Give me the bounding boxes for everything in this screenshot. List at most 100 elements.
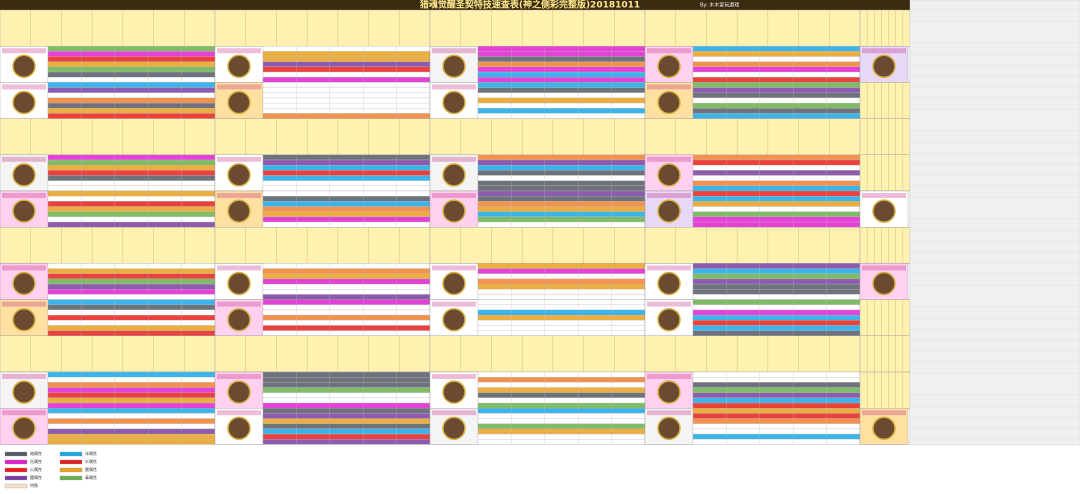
skill-row	[47, 108, 216, 114]
skill-row	[477, 299, 646, 305]
portrait	[657, 54, 681, 79]
skill-row	[47, 77, 216, 83]
skill-row	[262, 289, 431, 295]
skill-row	[47, 314, 216, 321]
skill-row	[477, 304, 646, 311]
name-bar	[432, 301, 476, 307]
skill-row	[262, 190, 431, 197]
skill-row	[477, 66, 646, 73]
portrait	[12, 54, 36, 79]
skill-row	[692, 51, 861, 57]
credit: By: 木木爱玩游戏	[700, 2, 739, 9]
portrait	[872, 271, 896, 296]
skill-row	[692, 97, 861, 104]
skill-row	[692, 211, 861, 218]
skill-row	[47, 113, 216, 119]
skill-row	[262, 299, 431, 305]
skill-row	[477, 46, 646, 52]
legend-label: 毒属性	[85, 474, 97, 480]
portrait	[442, 90, 466, 115]
skill-row	[477, 320, 646, 326]
portrait	[442, 271, 466, 296]
skill-row	[262, 268, 431, 274]
legend-label: 魔属性	[30, 474, 42, 480]
skill-row	[692, 77, 861, 83]
skill-row	[262, 113, 431, 119]
cell-block	[859, 371, 911, 409]
legend-label: 光属性	[30, 458, 42, 464]
skill-row	[47, 304, 216, 311]
skill-row	[47, 56, 216, 62]
skill-row	[692, 170, 861, 176]
name-bar	[862, 410, 906, 416]
skill-row	[47, 211, 216, 218]
skill-row	[477, 392, 646, 399]
skill-row	[47, 97, 216, 104]
skill-row	[47, 320, 216, 326]
skill-row	[262, 51, 431, 57]
skill-row	[47, 71, 216, 78]
skill-row	[692, 66, 861, 73]
portrait	[442, 163, 466, 187]
portrait	[657, 90, 681, 115]
skill-row	[47, 418, 216, 424]
skill-row	[262, 56, 431, 62]
legend-label: 特殊	[30, 482, 38, 488]
skill-row	[262, 61, 431, 68]
name-bar	[2, 410, 46, 416]
skill-row	[477, 273, 646, 280]
skill-row	[47, 413, 216, 419]
cell-block	[859, 9, 911, 47]
skill-row	[692, 304, 861, 311]
legend-swatch	[4, 451, 28, 457]
portrait	[657, 163, 681, 187]
cell-block	[0, 335, 216, 373]
name-bar	[647, 48, 691, 54]
portrait	[442, 54, 466, 79]
portrait	[227, 416, 251, 441]
name-bar	[862, 265, 906, 271]
skill-row	[47, 428, 216, 435]
legend-swatch	[4, 475, 28, 481]
portrait	[227, 90, 251, 115]
name-bar	[647, 410, 691, 416]
portrait	[12, 307, 36, 332]
skill-row	[262, 283, 431, 290]
skill-row	[692, 330, 861, 336]
skill-row	[47, 61, 216, 68]
name-bar	[217, 84, 261, 90]
skill-row	[262, 402, 431, 409]
skill-row	[692, 113, 861, 119]
skill-row	[262, 309, 431, 316]
skill-row	[262, 294, 431, 300]
skill-row	[477, 87, 646, 93]
skill-row	[692, 289, 861, 295]
skill-row	[47, 190, 216, 197]
name-bar	[862, 48, 906, 54]
skill-row	[262, 102, 431, 109]
skill-row	[692, 387, 861, 393]
skill-row	[262, 278, 431, 285]
skill-row	[692, 273, 861, 280]
skill-row	[47, 170, 216, 176]
portrait	[227, 163, 251, 187]
portrait	[12, 90, 36, 115]
cell-block	[859, 82, 911, 119]
cell-block	[644, 118, 861, 155]
skill-row	[262, 418, 431, 424]
skill-row	[262, 377, 431, 383]
skill-row	[262, 273, 431, 280]
skill-row	[477, 108, 646, 114]
cell-block	[214, 9, 431, 47]
name-bar	[647, 84, 691, 90]
cell-block	[859, 154, 911, 192]
skill-row	[477, 377, 646, 383]
legend-swatch	[59, 475, 83, 481]
name-bar	[647, 265, 691, 271]
skill-row	[262, 154, 431, 161]
skill-row	[47, 377, 216, 383]
name-bar	[432, 374, 476, 379]
cell-block	[644, 226, 861, 264]
skill-row	[477, 418, 646, 424]
cell-block	[859, 226, 911, 264]
